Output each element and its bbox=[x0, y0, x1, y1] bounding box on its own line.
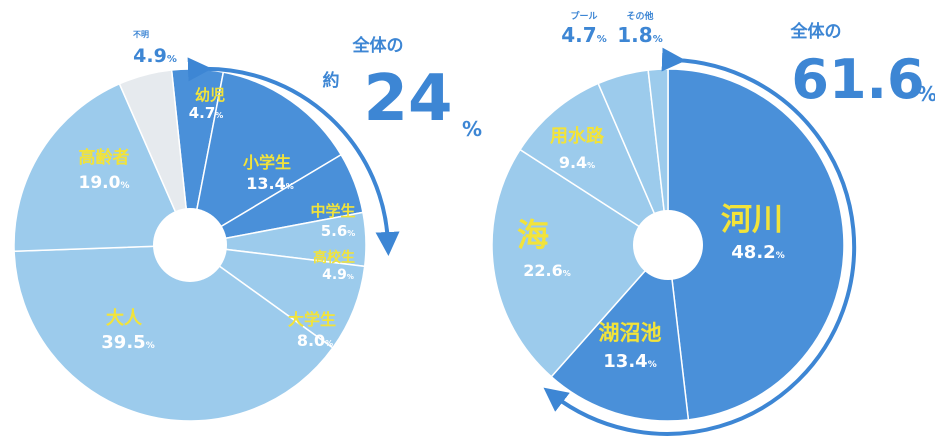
left-value-high-school: 4.9% bbox=[322, 267, 354, 283]
left-label-infant: 幼児 bbox=[195, 86, 225, 104]
left-label-junior-high: 中学生 bbox=[310, 202, 355, 220]
left-label-adult: 大人 bbox=[106, 307, 143, 329]
right-value-river: 48.2% bbox=[731, 242, 784, 263]
right-value-other: 1.8% bbox=[617, 23, 662, 47]
right-callout-unit: % bbox=[917, 82, 935, 106]
left-value-unknown: 4.9% bbox=[133, 45, 177, 67]
right-callout-prefix: 全体の bbox=[790, 21, 842, 42]
left-value-elderly: 19.0% bbox=[79, 173, 130, 193]
right-label-sea: 海 bbox=[517, 216, 549, 254]
left-slice-unknown bbox=[118, 69, 191, 246]
left-slice-university bbox=[189, 244, 366, 349]
left-callout-approx: 約 bbox=[323, 70, 340, 91]
left-label-elderly: 高齢者 bbox=[79, 147, 130, 168]
right-donut-hole bbox=[633, 210, 703, 280]
right-label-pool: プール bbox=[570, 10, 597, 22]
left-label-high-school: 高校生 bbox=[313, 249, 355, 266]
right-label-lake-pond: 湖沼池 bbox=[599, 321, 662, 345]
left-label-unknown: 不明 bbox=[133, 30, 149, 39]
left-range-arrow bbox=[187, 57, 400, 256]
left-value-adult: 39.5% bbox=[101, 332, 154, 353]
right-label-river: 河川 bbox=[721, 202, 783, 238]
left-slice-elderly bbox=[13, 82, 192, 253]
right-label-canal: 用水路 bbox=[550, 125, 605, 147]
left-donut-hole bbox=[153, 208, 227, 282]
left-callout-unit: % bbox=[462, 117, 482, 141]
left-value-university: 8.0% bbox=[297, 331, 333, 350]
left-donut-chart: 幼児4.7%小学生13.4%中学生5.6%高校生4.9%大学生8.0%大人39.… bbox=[13, 30, 482, 422]
right-range-arrow bbox=[543, 47, 857, 436]
right-value-pool: 4.7% bbox=[561, 23, 606, 47]
left-label-elementary: 小学生 bbox=[243, 153, 291, 172]
left-slice-adult bbox=[13, 244, 334, 422]
left-label-university: 大学生 bbox=[288, 310, 336, 329]
left-callout-prefix: 全体の bbox=[352, 35, 404, 56]
right-slice-river bbox=[667, 68, 845, 421]
right-donut-chart: 河川48.2%湖沼池13.4%海22.6%用水路9.4%プール4.7%その他1.… bbox=[491, 10, 935, 436]
right-label-other: その他 bbox=[626, 10, 653, 22]
right-callout-value: 61.6 bbox=[791, 48, 924, 111]
left-callout-value: 24 bbox=[363, 62, 452, 136]
